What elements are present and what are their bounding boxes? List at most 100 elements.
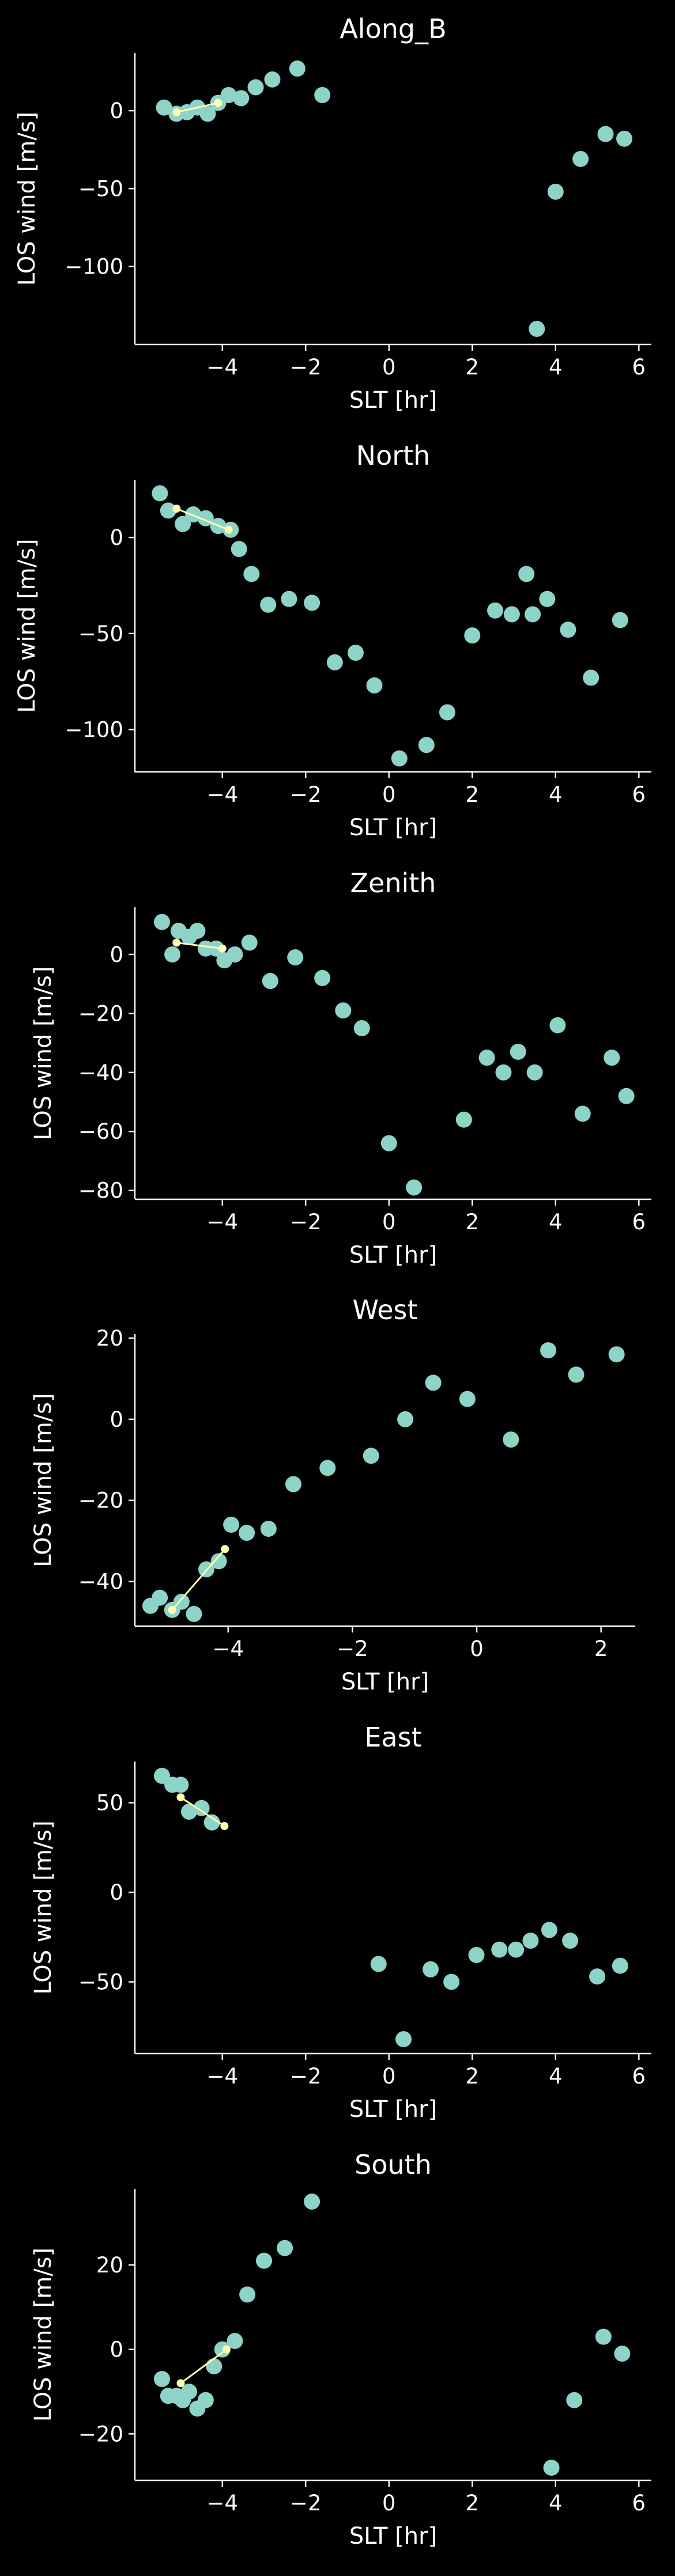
y-tick-label: 50 [96,1791,123,1816]
data-point [423,1961,439,1978]
fit-line-start-marker [176,2379,185,2388]
data-point [491,1941,508,1958]
data-point [503,1431,519,1448]
x-tick-label: 6 [632,782,646,807]
data-point [247,79,264,96]
x-tick-label: −2 [290,2491,322,2516]
data-point [260,596,277,613]
x-tick-label: 6 [632,2064,646,2089]
data-point [495,1064,512,1081]
data-point [566,2392,583,2408]
data-point [186,1605,202,1622]
fit-line-end-marker [222,2345,231,2354]
x-tick-label: 6 [632,355,646,380]
x-axis-label: SLT [hr] [349,1242,437,1268]
data-point [478,1050,495,1066]
fit-line-start-marker [172,108,181,116]
data-point [406,1179,423,1196]
y-tick-label: −20 [78,2422,123,2446]
x-tick-label: 2 [466,2064,480,2089]
data-point [363,1448,379,1464]
data-point [508,1941,525,1958]
data-point [425,1374,442,1391]
data-point [439,704,455,721]
fit-line-end-marker [220,1821,229,1830]
data-point [529,320,545,337]
fit-line [176,102,218,113]
data-point [326,654,343,670]
data-point [152,485,168,502]
x-tick-label: 2 [466,355,480,380]
subplot-along_b: Along_B −4 −2 0 2 4 6 0 −50 −100 SLT [hr] LOS wind … [14,13,651,414]
x-tick-label: 2 [466,2491,480,2516]
data-point [397,1411,414,1427]
data-point [262,973,278,990]
x-axis-label: SLT [hr] [341,1669,429,1695]
data-point [541,1922,557,1938]
data-point [543,2460,560,2476]
x-tick-label: −2 [290,1210,322,1234]
data-point [353,1020,370,1036]
x-tick-label: 4 [549,1210,563,1234]
fit-line-end-marker [214,99,223,107]
data-point [233,90,250,107]
data-point [614,2346,631,2362]
data-point [518,566,535,582]
data-point [289,60,306,77]
y-axis-label: LOS wind [m/s] [14,539,40,713]
chart-title: East [364,1722,421,1753]
x-tick-label: 2 [594,1636,608,1661]
data-point [160,502,176,519]
y-tick-label: −100 [65,255,123,279]
y-tick-label: −50 [78,622,123,646]
x-tick-label: −2 [290,782,322,807]
x-tick-label: 4 [549,355,563,380]
fit-line-start-marker [168,1605,176,1614]
x-axis-label: SLT [hr] [349,2523,437,2550]
data-point [443,1973,460,1990]
x-axis-label: SLT [hr] [349,815,437,841]
data-point [366,677,383,694]
data-point [314,969,331,986]
chart-title: Along_B [340,13,446,44]
data-point [568,1366,585,1383]
data-point [595,2328,612,2345]
x-tick-label: −4 [206,2491,238,2516]
data-point [526,1064,543,1081]
data-point [173,1593,190,1610]
y-tick-label: 0 [110,942,123,967]
data-point [285,1476,301,1492]
data-point [172,1776,189,1793]
x-tick-label: 2 [466,1210,480,1234]
data-point [152,1589,168,1606]
data-point [241,934,258,951]
x-tick-label: −2 [290,2064,322,2089]
data-point [583,669,599,686]
data-point [199,105,216,122]
y-tick-label: 0 [110,525,123,550]
data-point [539,590,556,607]
fit-line-start-marker [172,938,181,947]
data-point [510,1043,526,1060]
data-point [522,1933,539,1949]
data-point [180,1804,197,1820]
data-point [347,645,364,661]
data-point [180,2384,197,2400]
y-tick-label: 0 [110,1407,123,1432]
data-point [220,87,237,104]
x-tick-label: 2 [466,782,480,807]
data-point [239,2286,256,2303]
chart-title: West [352,1294,417,1325]
data-point [189,922,206,939]
y-axis-label: LOS wind [m/s] [30,1393,56,1567]
x-tick-label: −2 [337,1636,368,1661]
y-tick-label: 0 [110,99,123,123]
data-point [277,2240,293,2256]
x-tick-label: 0 [470,1636,484,1661]
chart-title: South [355,2149,432,2180]
fit-line [171,1548,226,1611]
